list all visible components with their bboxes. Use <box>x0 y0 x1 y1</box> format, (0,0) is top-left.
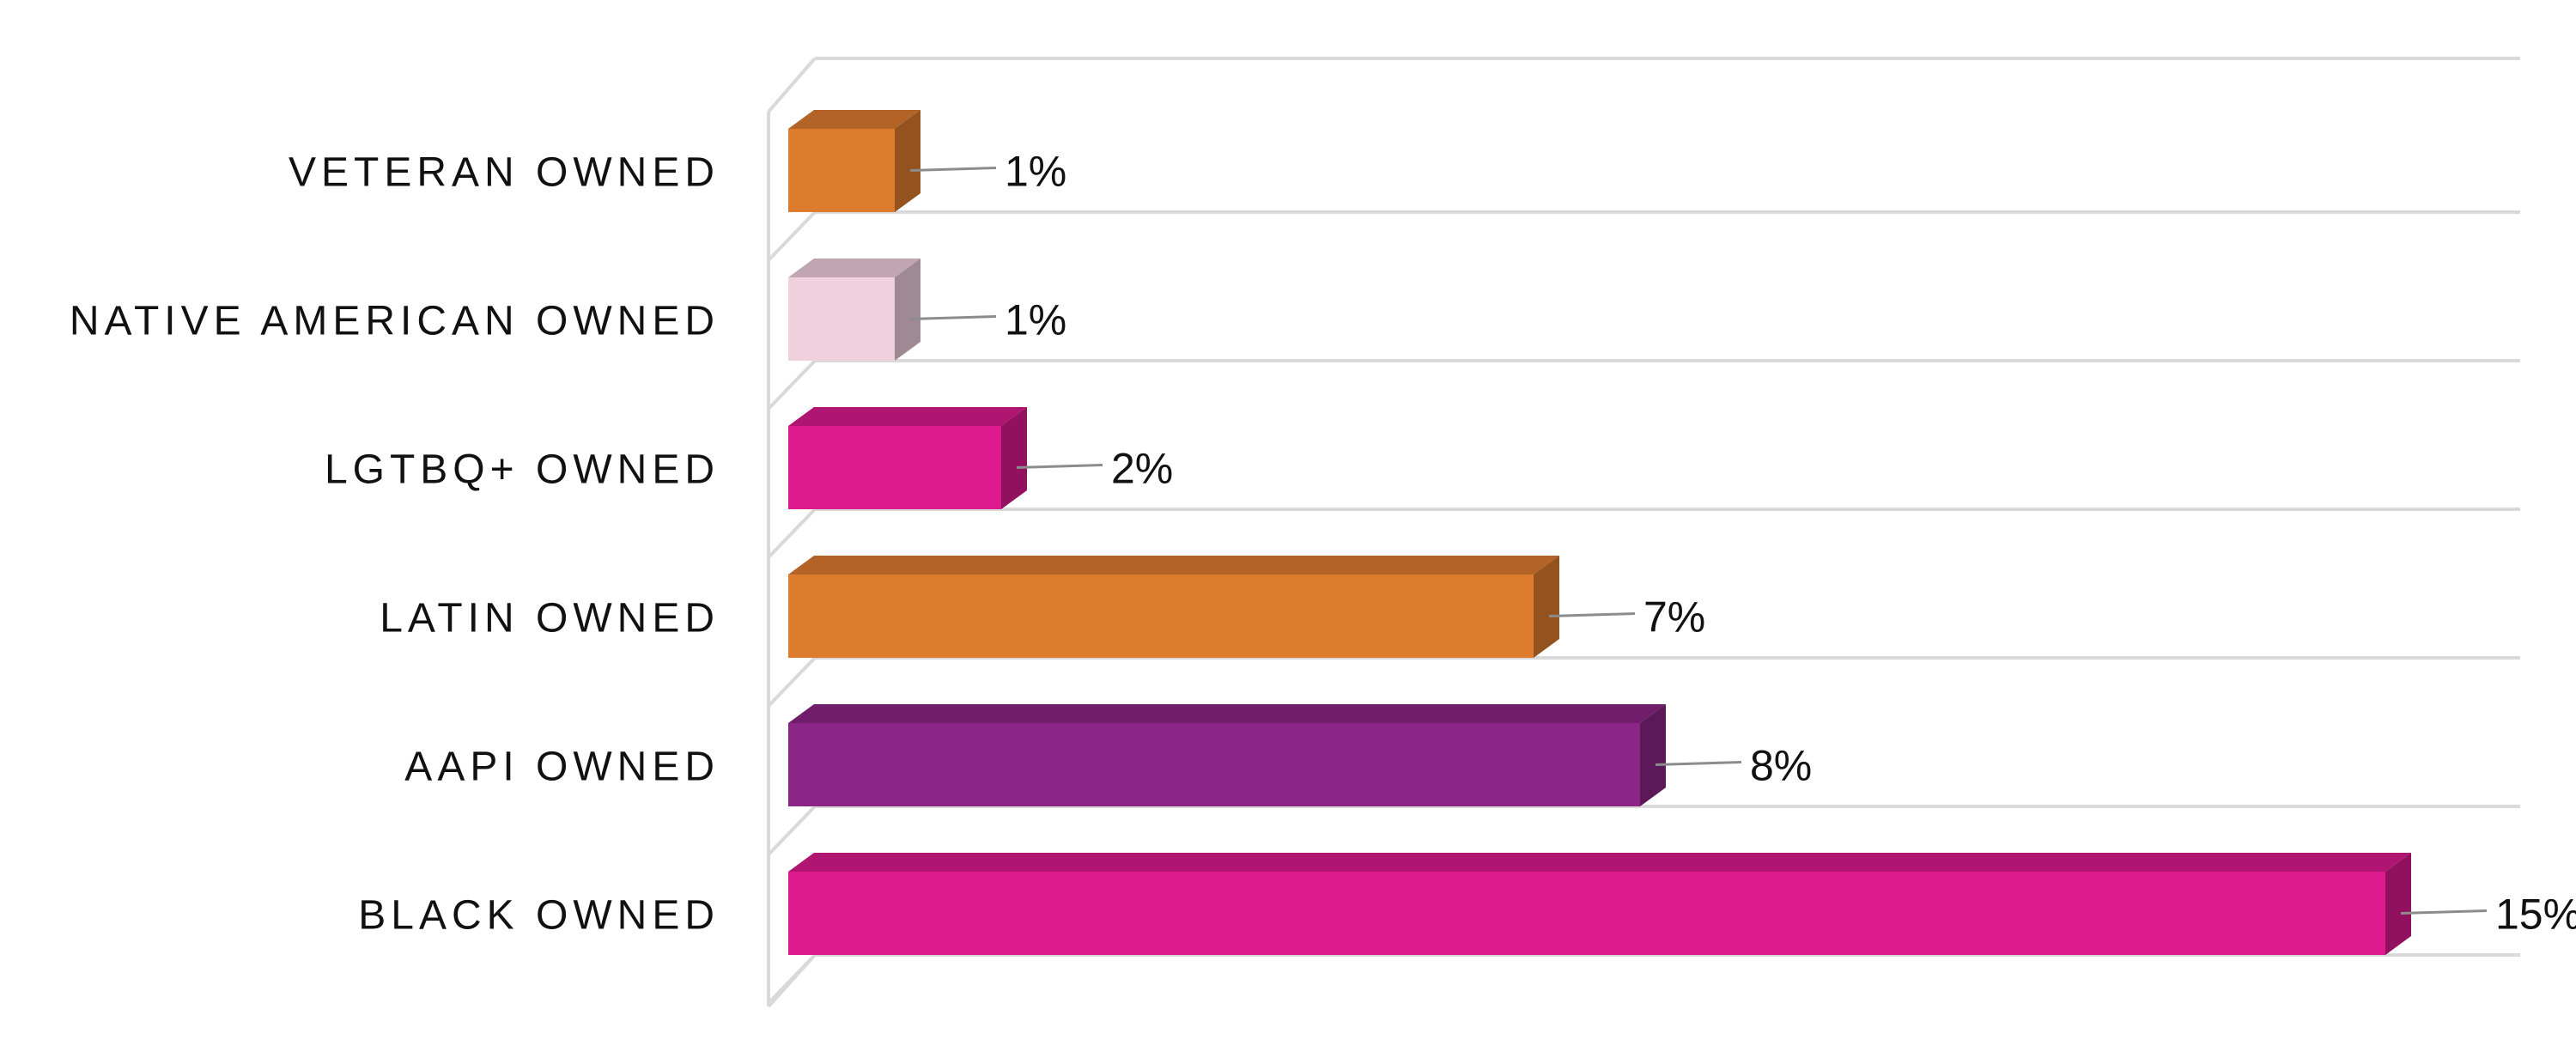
bar-front-face <box>788 872 2385 955</box>
data-label-leader <box>2400 909 2488 915</box>
bar-top-face <box>788 258 920 277</box>
bar-top-face <box>788 704 1666 723</box>
bar-front-face <box>788 575 1534 658</box>
gridline-depth <box>767 953 817 1005</box>
category-label: BLACK OWNED <box>358 893 720 939</box>
category-label: LATIN OWNED <box>380 596 720 642</box>
bar <box>788 853 2411 955</box>
data-label-leader <box>909 167 997 172</box>
bar-front-face <box>788 129 895 212</box>
bar-front-face <box>788 723 1640 806</box>
bar-front-face <box>788 426 1001 509</box>
data-label: 15% <box>2495 891 2576 939</box>
bar <box>788 258 920 361</box>
data-label-leader <box>1655 761 1742 766</box>
data-label-leader <box>1548 612 1636 617</box>
bar-side-face <box>895 110 920 212</box>
bar-top-face <box>788 407 1027 426</box>
bar-top-face <box>788 556 1559 575</box>
data-label: 1% <box>1005 296 1066 344</box>
data-label: 1% <box>1005 148 1066 196</box>
bar <box>788 407 1027 509</box>
category-label: NATIVE AMERICAN OWNED <box>70 299 720 344</box>
gridline-depth <box>767 656 817 708</box>
category-label: LGTBQ+ OWNED <box>325 447 720 493</box>
bar <box>788 556 1559 658</box>
data-label: 2% <box>1111 445 1173 493</box>
gridline-depth <box>767 805 817 856</box>
bar-side-face <box>895 258 920 361</box>
chart-labels: 1% VETERAN OWNED 1% NATIVE AMERICAN OWNED 2%… <box>70 148 2576 939</box>
gridline-depth <box>767 508 817 559</box>
bar <box>788 704 1666 806</box>
bar <box>788 110 920 212</box>
bar-side-face <box>1640 704 1666 806</box>
data-label: 7% <box>1643 593 1705 642</box>
bar-top-face <box>788 110 920 129</box>
category-label: AAPI OWNED <box>404 745 720 790</box>
gridline-depth <box>767 210 817 262</box>
bar-side-face <box>1001 407 1027 509</box>
bar-side-face <box>2385 853 2411 955</box>
bar-front-face <box>788 277 895 361</box>
chart-bars <box>788 110 2411 955</box>
category-label: VETERAN OWNED <box>289 150 720 196</box>
gridline-depth <box>767 359 817 410</box>
data-label: 8% <box>1750 742 1812 790</box>
bar-side-face <box>1534 556 1559 658</box>
data-label-leader <box>909 315 997 320</box>
wall-corner-line <box>767 57 817 113</box>
bar-top-face <box>788 853 2411 872</box>
data-label-leader <box>1016 464 1103 469</box>
